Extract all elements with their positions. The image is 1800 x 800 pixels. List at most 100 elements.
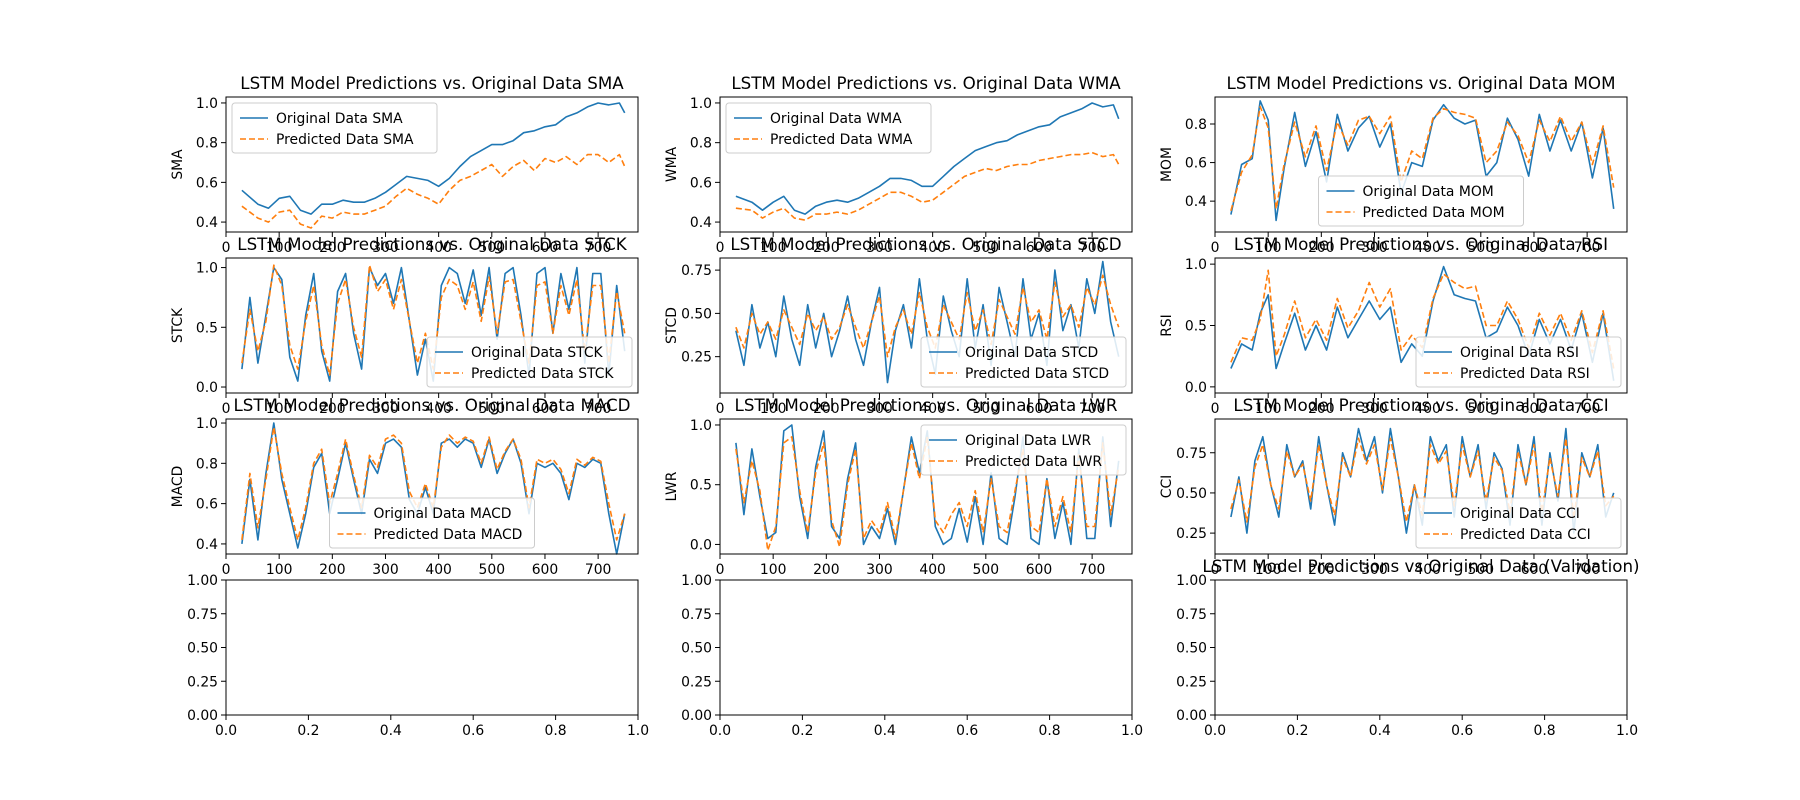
y-axis-label: STCK	[170, 307, 186, 343]
x-tick-label: 200	[813, 401, 840, 417]
series-line-predicted	[735, 151, 1120, 221]
legend-label: Original Data STCD	[965, 345, 1098, 361]
chart-title: LSTM Model Predictions vs. Original Data…	[237, 234, 627, 254]
x-tick-label: 700	[1574, 562, 1601, 578]
series-line-predicted	[735, 436, 1120, 552]
legend-box	[920, 336, 1127, 388]
y-tick-label: 0.50	[187, 641, 218, 657]
x-tick-label: 400	[919, 401, 946, 417]
legend: Original Data STCD Predicted Data STCD	[920, 336, 1127, 388]
x-tick-label: 600	[1521, 240, 1548, 256]
x-tick-label: 200	[1308, 401, 1335, 417]
legend-label: Predicted Data MOM	[1363, 205, 1505, 221]
x-tick-label: 300	[372, 401, 399, 417]
x-tick-label: 0.0	[1204, 723, 1226, 739]
y-tick-label: 0.75	[681, 263, 712, 279]
y-tick-label: 0.4	[690, 215, 712, 231]
x-tick-label: 200	[319, 240, 346, 256]
legend: Original Data LWR Predicted Data LWR	[920, 424, 1127, 476]
x-tick-label: 700	[585, 240, 612, 256]
x-tick-label: 600	[1026, 240, 1053, 256]
x-tick-label: 0	[716, 240, 725, 256]
y-tick-label: 0.8	[196, 456, 218, 472]
x-tick-label: 700	[585, 562, 612, 578]
legend-box	[725, 102, 932, 154]
x-tick-label: 100	[1255, 401, 1282, 417]
chart-title: LSTM Model Predictions vs. Original Data…	[735, 395, 1118, 415]
x-tick-label: 500	[973, 401, 1000, 417]
x-tick-label: 600	[1026, 401, 1053, 417]
x-tick-label: 0	[222, 401, 231, 417]
y-tick-label: 0.4	[196, 215, 218, 231]
y-tick-label: 0.50	[681, 306, 712, 322]
legend-label: Original Data RSI	[1460, 345, 1579, 361]
y-tick-label: 0.50	[681, 641, 712, 657]
x-tick-label: 0.8	[545, 723, 567, 739]
y-axis-label: MOM	[1159, 147, 1175, 182]
x-tick-label: 0.2	[791, 723, 813, 739]
x-tick-label: 700	[1079, 240, 1106, 256]
x-tick-label: 700	[1079, 401, 1106, 417]
x-tick-label: 100	[1255, 240, 1282, 256]
legend-label: Original Data SMA	[276, 111, 403, 127]
x-tick-label: 700	[1574, 401, 1601, 417]
axes-frame	[1214, 96, 1628, 233]
chart-empty-2: 0.0 0.2 0.4 0.6 0.8 1.0 0.00 0.25 0.50 0.75 1.00	[681, 573, 1143, 739]
x-tick-label: 0	[716, 401, 725, 417]
y-axis-label: LWR	[664, 471, 680, 501]
chart-title: LSTM Model Predictions vs. Original Data…	[731, 73, 1121, 93]
series-line-predicted	[1230, 105, 1615, 212]
x-tick-label: 0.4	[380, 723, 402, 739]
legend-label: Predicted Data STCD	[965, 366, 1109, 382]
chart-stcd: 0 100 200 300 400 500 600 700 0.25 0.50 0.75 STCD LS…	[664, 234, 1133, 417]
y-tick-label: 0.4	[1185, 194, 1207, 210]
x-tick-label: 0	[716, 562, 725, 578]
y-tick-label: 0.50	[1176, 641, 1207, 657]
x-tick-label: 600	[532, 401, 559, 417]
chart-wma: 0 100 200 300 400 500 600 700 0.4 0.6 0.8 1.0 WMA LST…	[664, 73, 1133, 256]
x-tick-label: 500	[1468, 240, 1495, 256]
x-tick-label: 100	[760, 401, 787, 417]
series-line-predicted	[735, 274, 1120, 358]
x-tick-label: 600	[532, 240, 559, 256]
y-tick-label: 0.6	[690, 175, 712, 191]
x-tick-label: 300	[1361, 401, 1388, 417]
y-tick-label: 0.25	[681, 674, 712, 690]
chart-mom: 0 100 200 300 400 500 600 700 0.4 0.6 0.8 MOM LSTM M…	[1159, 73, 1628, 256]
chart-title: LSTM Model Predictions vs Original Data …	[1202, 556, 1639, 576]
x-tick-label: 500	[479, 401, 506, 417]
y-tick-label: 1.0	[690, 418, 712, 434]
legend: Original Data RSI Predicted Data RSI	[1415, 336, 1622, 388]
axes-frame	[719, 579, 1133, 716]
x-tick-label: 100	[266, 401, 293, 417]
x-tick-label: 300	[1361, 240, 1388, 256]
chart-title: LSTM Model Predictions vs. Original Data…	[240, 73, 624, 93]
chart-title: LSTM Model Predictions vs. Original Data…	[233, 395, 630, 415]
x-tick-label: 400	[919, 240, 946, 256]
x-tick-label: 0.0	[215, 723, 237, 739]
y-tick-label: 1.00	[187, 573, 218, 589]
y-tick-label: 0.75	[681, 607, 712, 623]
chart-macd: 0 100 200 300 400 500 600 700 0.4 0.6 0.8 1.0 MACD LS…	[170, 395, 639, 578]
legend: Original Data CCI Predicted Data CCI	[1415, 497, 1622, 549]
x-tick-label: 400	[425, 240, 452, 256]
chart-title: LSTM Model Predictions vs. Original Data…	[730, 234, 1121, 254]
x-tick-label: 0.8	[1039, 723, 1061, 739]
legend: Original Data MOM Predicted Data MOM	[1318, 175, 1524, 227]
y-tick-label: 0.75	[1176, 607, 1207, 623]
x-tick-label: 0.6	[462, 723, 484, 739]
legend: Original Data MACD Predicted Data MACD	[329, 497, 535, 549]
x-tick-label: 500	[479, 240, 506, 256]
x-tick-label: 0	[1211, 401, 1220, 417]
x-tick-label: 300	[1361, 562, 1388, 578]
legend-label: Original Data MACD	[374, 506, 512, 522]
legend-label: Original Data STCK	[471, 345, 604, 361]
y-tick-label: 0.0	[690, 537, 712, 553]
x-tick-label: 100	[1255, 562, 1282, 578]
legend-label: Predicted Data LWR	[965, 454, 1102, 470]
y-tick-label: 0.25	[1176, 526, 1207, 542]
x-tick-label: 300	[372, 562, 399, 578]
legend-label: Original Data CCI	[1460, 506, 1580, 522]
axes-frame	[225, 257, 639, 394]
